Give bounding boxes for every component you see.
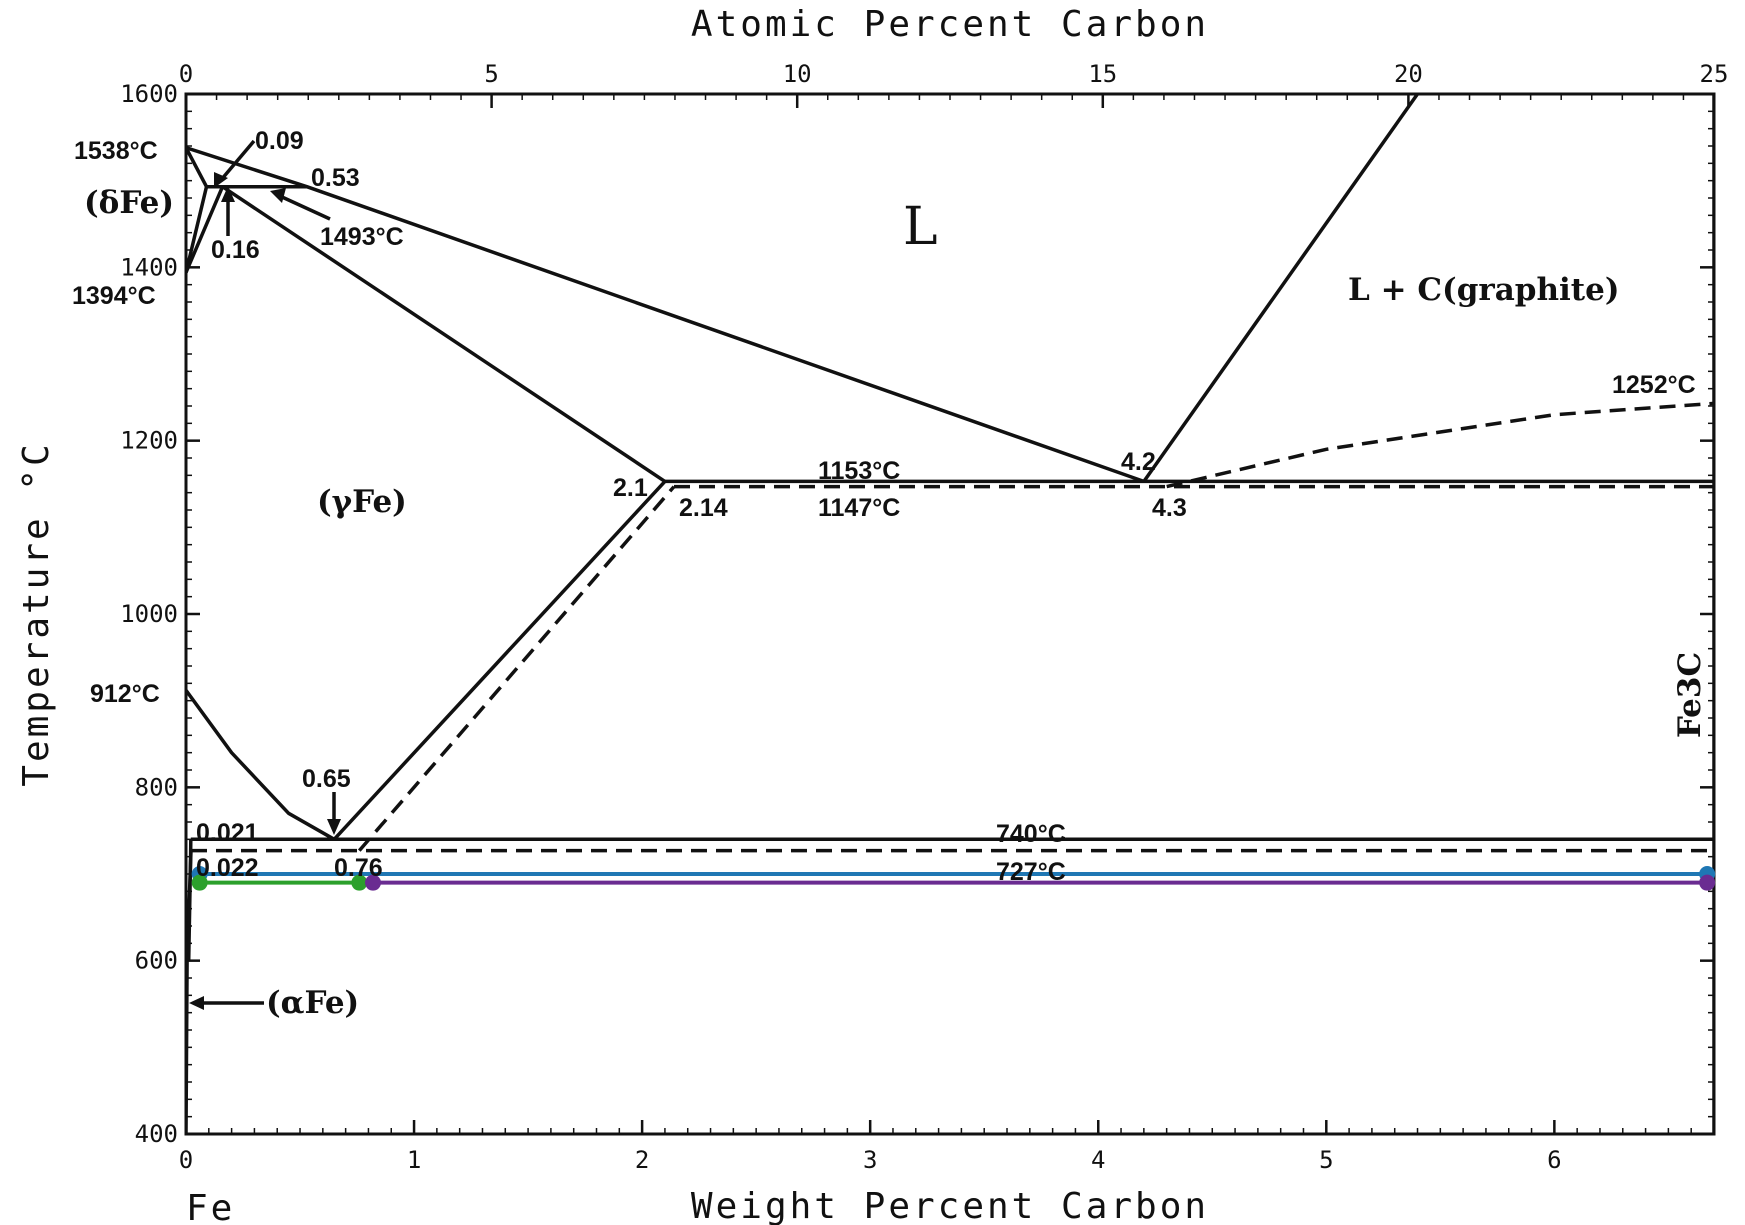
region-liquid-graphite: L + C(graphite) <box>1348 272 1620 308</box>
label-076: 0.76 <box>334 854 383 882</box>
region-liquid: L <box>903 197 938 257</box>
boundary-alpha-solvus-stable <box>186 839 193 961</box>
y-axis-ticks: 400 600 800 1000 1200 1400 1600 <box>120 80 1714 1148</box>
label-1493: 1493°C <box>320 223 404 251</box>
boundary-delta-liquidus <box>186 146 1145 484</box>
x-axis-ticks: 0 1 2 3 4 5 6 <box>179 1120 1715 1174</box>
label-009: 0.09 <box>255 127 304 155</box>
boundary-graphite-liquidus <box>1142 94 1419 483</box>
label-1538: 1538°C <box>74 137 158 165</box>
label-053: 0.53 <box>311 164 360 192</box>
x-tick-label: 1 <box>407 1146 421 1174</box>
tie-line-purple-start <box>365 874 382 891</box>
tie-line-green-end <box>351 874 368 891</box>
y-tick-label: 600 <box>135 947 178 975</box>
top-tick-label: 15 <box>1088 60 1117 88</box>
top-axis-ticks: 0 5 10 15 20 25 <box>179 60 1729 108</box>
y-tick-label: 1600 <box>120 80 178 108</box>
tie-lines <box>191 866 1716 891</box>
phase-boundaries <box>186 94 1714 1134</box>
fe-label: Fe <box>186 1188 235 1225</box>
top-tick-label: 20 <box>1394 60 1423 88</box>
label-016: 0.16 <box>211 236 260 264</box>
plot-frame <box>184 92 1716 1136</box>
boundary-acm-metastable <box>357 485 676 852</box>
x-tick-label: 0 <box>179 1146 193 1174</box>
label-1252: 1252°C <box>1612 371 1696 399</box>
region-alpha: (αFe) <box>266 985 359 1021</box>
y-tick-label: 1000 <box>120 600 178 628</box>
tie-line-purple-end <box>1699 874 1716 891</box>
boundary-a3 <box>186 689 336 841</box>
fe3c-label: Fe3C <box>1672 652 1708 738</box>
top-tick-label: 5 <box>484 60 498 88</box>
x-tick-label: 2 <box>635 1146 649 1174</box>
label-214: 2.14 <box>679 494 728 522</box>
top-tick-label: 0 <box>179 60 193 88</box>
boundary-delta-solidus <box>186 146 209 188</box>
x-tick-label: 4 <box>1091 1146 1105 1174</box>
label-43: 4.3 <box>1152 494 1187 522</box>
arrow-065 <box>327 792 341 835</box>
x-axis-title: Weight Percent Carbon <box>691 1186 1209 1225</box>
label-1394: 1394°C <box>72 282 156 310</box>
tie-line-green-start <box>191 874 208 891</box>
label-065: 0.65 <box>302 765 351 793</box>
top-tick-label: 25 <box>1700 60 1729 88</box>
x-tick-label: 5 <box>1319 1146 1333 1174</box>
label-21: 2.1 <box>613 474 648 502</box>
x-tick-label: 6 <box>1547 1146 1561 1174</box>
y-tick-label: 1400 <box>120 253 178 281</box>
boundary-austenite-solidus <box>221 185 666 483</box>
boundary-delta-gamma-upper <box>186 186 209 273</box>
label-1147: 1147°C <box>818 494 900 522</box>
top-axis-title: Atomic Percent Carbon <box>691 4 1209 45</box>
arrow-alpha <box>189 996 264 1010</box>
boundary-graphite-cm <box>1166 401 1714 489</box>
label-727: 727°C <box>996 858 1066 886</box>
boundary-delta-gamma-lower <box>186 186 225 274</box>
y-tick-label: 1200 <box>120 427 178 455</box>
arrow-016 <box>221 186 235 236</box>
y-tick-label: 400 <box>135 1120 178 1148</box>
top-tick-label: 10 <box>783 60 812 88</box>
label-912: 912°C <box>90 680 160 708</box>
region-delta: (δFe) <box>84 185 174 221</box>
arrow-009 <box>214 139 256 188</box>
label-42: 4.2 <box>1121 448 1156 476</box>
x-tick-label: 3 <box>863 1146 877 1174</box>
region-gamma: (γFe) <box>317 484 407 520</box>
label-0022: 0.022 <box>196 854 259 882</box>
label-1153: 1153°C <box>818 457 900 485</box>
label-740: 740°C <box>996 820 1066 848</box>
arrow-1493 <box>270 188 331 221</box>
label-0021: 0.021 <box>196 819 259 847</box>
y-tick-label: 800 <box>135 773 178 801</box>
boundary-acm-stable <box>332 480 667 841</box>
y-axis-title: Temperature °C <box>16 441 57 786</box>
